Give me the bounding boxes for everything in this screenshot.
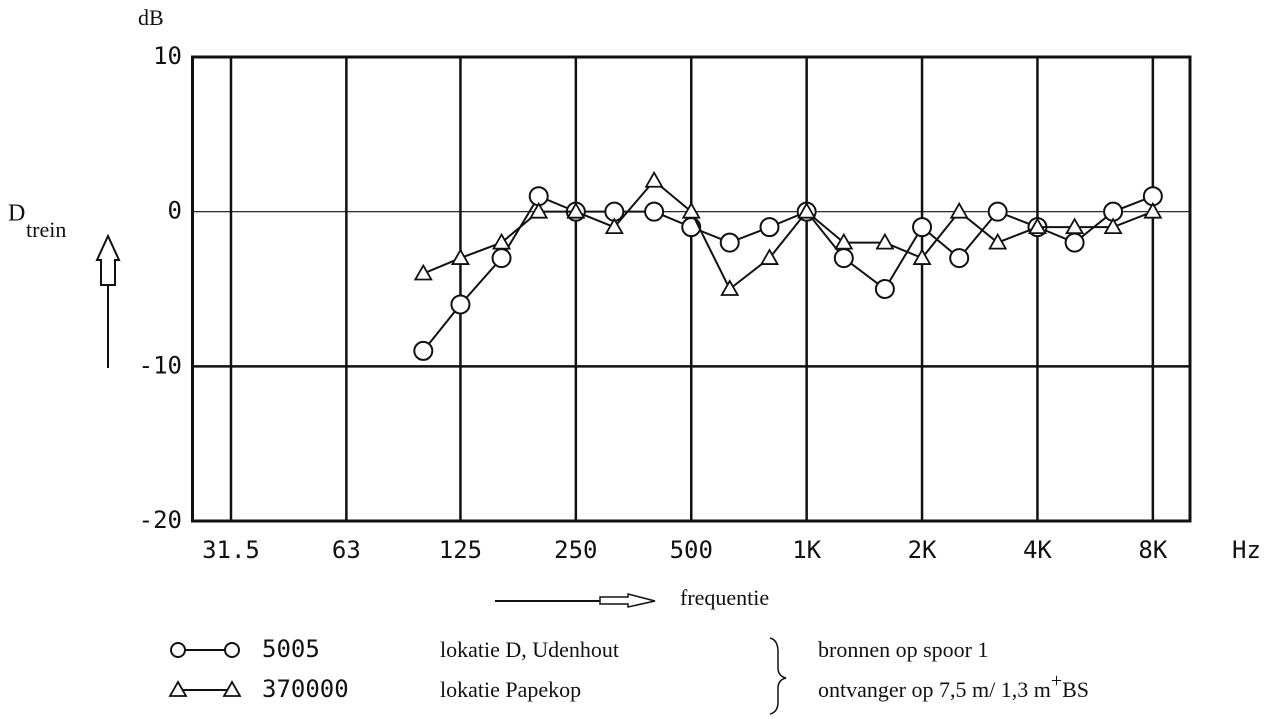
point — [912, 217, 933, 238]
x-tick-label: 63 — [332, 536, 361, 564]
x-arrow — [495, 593, 656, 608]
point — [529, 201, 549, 219]
x-tick-label: 31.5 — [202, 536, 260, 564]
point — [912, 248, 932, 265]
point — [413, 263, 433, 281]
point — [988, 232, 1008, 250]
note-part: + — [1051, 670, 1062, 692]
note: ontvanger op 7,5 m/ 1,3 m+BS — [818, 670, 1089, 702]
note-part: BS — [1062, 677, 1089, 702]
y-label-subscript: trein — [26, 217, 66, 242]
y-tick-label: -10 — [139, 351, 182, 379]
legend-label: 370000 — [262, 675, 349, 703]
y-tick-label: -20 — [139, 506, 182, 534]
x-tick-label: 1K — [792, 536, 821, 564]
point — [644, 170, 664, 188]
series — [413, 186, 1163, 361]
point — [1143, 201, 1163, 219]
x-tick-label: 250 — [554, 536, 597, 564]
point — [450, 248, 471, 265]
point — [1064, 232, 1085, 253]
y-tick-label: 10 — [153, 42, 182, 70]
point — [875, 232, 895, 250]
point — [170, 642, 186, 658]
point — [491, 232, 512, 250]
point — [833, 248, 854, 269]
point — [987, 201, 1008, 222]
point — [413, 340, 434, 361]
plot-frame — [191, 55, 1192, 523]
point — [759, 217, 780, 238]
point — [450, 294, 471, 315]
point — [949, 248, 970, 269]
legend-brace — [769, 637, 787, 715]
point — [834, 232, 854, 250]
point — [681, 217, 702, 238]
point — [719, 232, 740, 253]
point — [681, 201, 701, 219]
point — [874, 279, 895, 299]
x-tick-label: 500 — [670, 536, 713, 564]
y-label: D — [8, 201, 25, 227]
x-tick-label: 125 — [439, 536, 482, 564]
y-unit: dB — [138, 5, 164, 30]
x-unit: Hz — [1232, 536, 1261, 564]
note-part: ontvanger op 7,5 m/ 1,3 m — [818, 677, 1051, 702]
point — [566, 201, 586, 219]
legend-location: lokatie Papekop — [440, 677, 581, 702]
point — [949, 201, 969, 219]
legend-location: lokatie D, Udenhout — [440, 637, 619, 662]
y-tick-label: 0 — [168, 197, 182, 225]
x-label: frequentie — [680, 585, 769, 610]
point — [720, 279, 740, 296]
point — [168, 680, 188, 697]
point — [797, 201, 817, 219]
point — [644, 201, 665, 222]
point — [1027, 217, 1048, 235]
note-part: bronnen op spoor 1 — [818, 637, 988, 662]
point — [1103, 217, 1123, 235]
series — [413, 170, 1163, 296]
legend-label: 5005 — [262, 635, 320, 663]
legend-entry: 370000 lokatie Papekop — [168, 675, 581, 703]
x-tick-label: 8K — [1138, 536, 1167, 564]
note: bronnen op spoor 1 — [818, 637, 988, 662]
legend-entry: 5005 lokatie D, Udenhout — [170, 635, 619, 663]
point — [222, 680, 242, 697]
x-tick-label: 2K — [908, 536, 937, 564]
x-tick-label: 4K — [1023, 536, 1052, 564]
point — [491, 248, 512, 269]
y-arrow — [95, 233, 121, 368]
point — [1065, 217, 1085, 235]
point — [224, 642, 240, 658]
point — [604, 217, 624, 235]
point — [759, 248, 780, 265]
